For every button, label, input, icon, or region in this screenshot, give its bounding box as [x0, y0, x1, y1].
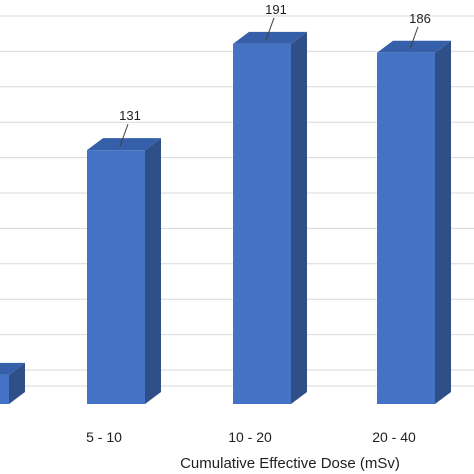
bar-top-face: [0, 362, 25, 375]
data-label: 186: [409, 11, 431, 26]
data-label: 191: [265, 2, 287, 17]
bar-front-face: [87, 150, 145, 404]
x-axis-title: Cumulative Effective Dose (mSv): [180, 455, 400, 472]
bar-top-face: [233, 31, 307, 44]
bar-front-face: [377, 52, 435, 404]
bar: [377, 40, 451, 404]
data-label-leader: [265, 17, 275, 41]
bar: [0, 362, 25, 404]
bar-front-face: [0, 374, 9, 404]
bar-side-face: [145, 138, 161, 404]
bar-top-face: [377, 40, 451, 53]
bar-front-face: [233, 43, 291, 405]
bars: [0, 31, 451, 405]
data-label-leader: [119, 123, 129, 147]
bar-top-face: [87, 138, 161, 151]
data-labels: 131 191 186: [119, 2, 431, 147]
bar: [87, 138, 161, 404]
bar-side-face: [9, 362, 25, 404]
data-label: 131: [119, 108, 141, 123]
x-tick-label: 20 - 40: [372, 429, 416, 445]
bar: [233, 31, 307, 405]
x-tick-label: 10 - 20: [228, 429, 272, 445]
bar-side-face: [435, 40, 451, 404]
x-tick-label: 5 - 10: [86, 429, 122, 445]
data-label-leader: [409, 26, 419, 49]
x-tick-labels: 5 - 10 10 - 20 20 - 40: [86, 429, 416, 445]
bar-side-face: [291, 31, 307, 405]
